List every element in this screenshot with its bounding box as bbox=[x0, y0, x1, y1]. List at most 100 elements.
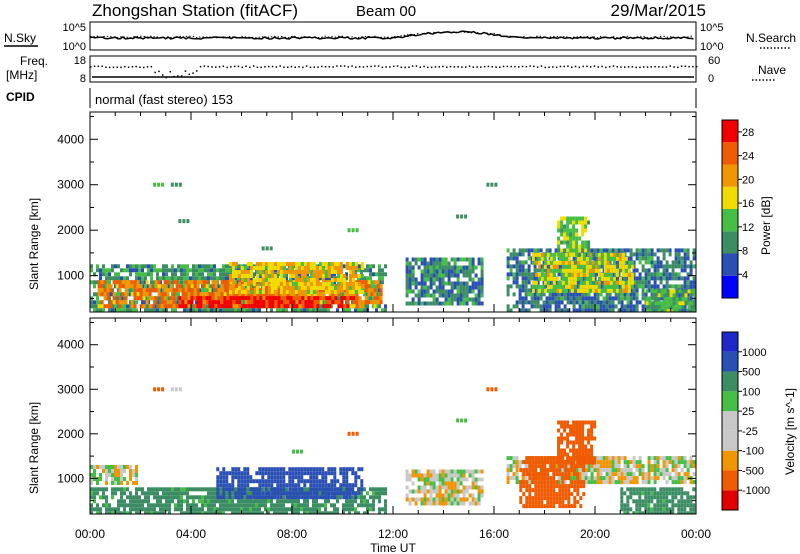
range-cell-6 bbox=[537, 284, 541, 289]
nave-dot bbox=[472, 66, 474, 68]
range-cell-0 bbox=[171, 292, 174, 297]
range-cell-2 bbox=[253, 296, 257, 301]
range-cell-5 bbox=[599, 308, 603, 312]
range-cell-3 bbox=[330, 290, 334, 294]
range-cell-1 bbox=[351, 507, 354, 512]
range-cell-2 bbox=[249, 479, 253, 484]
range-cell-1 bbox=[234, 503, 237, 508]
range-cell-1 bbox=[378, 491, 381, 496]
nave-dot bbox=[696, 65, 698, 68]
range-cell-1 bbox=[363, 487, 366, 492]
range-cell-2 bbox=[333, 483, 337, 488]
range-cell-5 bbox=[590, 300, 594, 305]
range-cell-0 bbox=[252, 284, 255, 289]
y-tick-label: 3000 bbox=[57, 178, 84, 192]
range-cell-0 bbox=[147, 272, 150, 277]
range-cell-0 bbox=[207, 272, 210, 277]
range-cell-6 bbox=[612, 288, 616, 293]
range-cell-4 bbox=[471, 269, 475, 274]
range-cell-2 bbox=[321, 483, 325, 488]
range-cell-1 bbox=[262, 296, 266, 301]
range-cell-4 bbox=[602, 460, 606, 465]
range-cell-5 bbox=[668, 284, 672, 289]
range-cell-7 bbox=[584, 244, 588, 249]
range-cell-1 bbox=[204, 499, 207, 504]
range-cell-5 bbox=[692, 256, 696, 261]
nave-dot bbox=[196, 70, 198, 72]
range-cell-3 bbox=[282, 270, 286, 274]
range-cell-4 bbox=[447, 281, 451, 286]
range-cell-2 bbox=[309, 483, 313, 488]
range-cell-0 bbox=[348, 308, 351, 312]
range-cell-3 bbox=[441, 473, 445, 478]
range-cell-0 bbox=[225, 268, 228, 273]
range-cell-1 bbox=[376, 300, 380, 305]
range-cell-0 bbox=[174, 272, 177, 277]
range-cell-1 bbox=[238, 292, 242, 297]
range-cell-3 bbox=[324, 262, 328, 266]
range-cell-1 bbox=[315, 499, 318, 504]
range-cell-2 bbox=[286, 300, 290, 305]
range-cell-6 bbox=[585, 272, 589, 277]
range-cell-1 bbox=[163, 292, 167, 297]
range-cell-2 bbox=[300, 471, 304, 476]
nave-dot bbox=[381, 66, 384, 69]
range-cell-0 bbox=[135, 481, 138, 485]
range-cell-4 bbox=[438, 293, 442, 298]
range-cell-5 bbox=[677, 256, 681, 261]
range-cell-5 bbox=[623, 248, 627, 253]
range-cell-1 bbox=[93, 495, 96, 500]
range-cell-5 bbox=[557, 300, 561, 305]
range-cell-3 bbox=[465, 489, 469, 494]
range-cell-5 bbox=[665, 268, 669, 273]
range-cell-5 bbox=[521, 264, 525, 269]
range-cell-8 bbox=[669, 305, 673, 310]
range-cell-4 bbox=[450, 265, 454, 270]
range-cell-6 bbox=[612, 256, 616, 261]
range-cell-4 bbox=[447, 289, 451, 294]
nave-dot bbox=[173, 75, 175, 78]
range-cell-7 bbox=[566, 224, 570, 229]
range-cell-5 bbox=[566, 292, 570, 297]
range-cell-4 bbox=[429, 269, 433, 274]
range-cell-8 bbox=[654, 297, 658, 302]
range-cell-4 bbox=[432, 273, 436, 278]
range-cell-1 bbox=[133, 304, 137, 309]
range-cell-2 bbox=[222, 483, 226, 488]
nave-dot bbox=[438, 66, 440, 68]
range-cell-3 bbox=[348, 262, 352, 266]
range-cell-5 bbox=[620, 296, 624, 301]
range-cell-1 bbox=[255, 503, 258, 508]
range-cell-0 bbox=[105, 276, 108, 281]
range-cell-0 bbox=[183, 308, 186, 312]
range-cell-6 bbox=[564, 272, 568, 277]
range-cell-1 bbox=[126, 495, 129, 500]
range-cell-1 bbox=[120, 511, 123, 514]
range-cell-3 bbox=[429, 493, 433, 498]
range-cell-5 bbox=[593, 276, 597, 281]
range-cell-3 bbox=[321, 278, 325, 282]
range-cell-4 bbox=[468, 257, 472, 262]
range-cell-4 bbox=[423, 281, 427, 286]
range-cell-3 bbox=[324, 290, 328, 294]
range-cell-4 bbox=[441, 281, 445, 286]
range-cell-2 bbox=[325, 300, 329, 305]
nave-dot bbox=[673, 66, 675, 68]
range-cell-3 bbox=[462, 469, 466, 474]
range-cell-0 bbox=[123, 469, 126, 473]
range-cell-1 bbox=[231, 491, 234, 496]
range-cell-3 bbox=[246, 290, 250, 294]
range-cell-5 bbox=[548, 304, 552, 309]
range-cell-1 bbox=[361, 284, 365, 289]
range-cell-5 bbox=[662, 276, 666, 281]
range-cell-3 bbox=[261, 266, 265, 270]
range-cell-1 bbox=[378, 511, 381, 514]
range-cell-1 bbox=[204, 487, 207, 492]
range-cell-5 bbox=[515, 252, 519, 257]
range-cell-3 bbox=[441, 481, 445, 486]
range-cell-1 bbox=[114, 491, 117, 496]
range-cell-0 bbox=[276, 272, 279, 277]
range-cell-6 bbox=[552, 264, 556, 269]
range-cell-1 bbox=[97, 292, 101, 297]
range-cell-2 bbox=[199, 304, 203, 309]
